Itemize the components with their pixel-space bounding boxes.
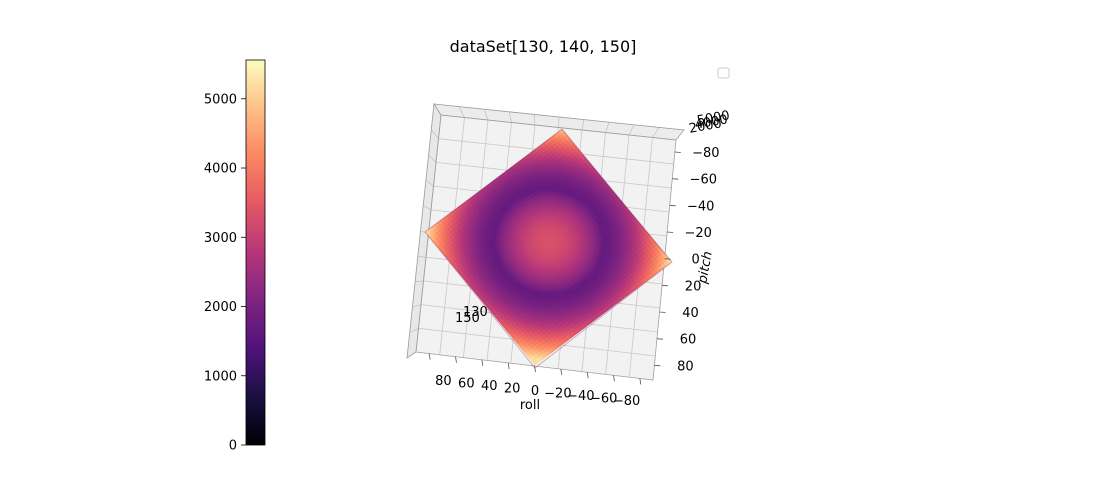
colorbar-tick-label: 4000 xyxy=(204,162,237,177)
colorbar-tick-label: 0 xyxy=(229,439,237,454)
grid-line-left xyxy=(431,129,439,139)
y-tick-label: −60 xyxy=(690,173,717,188)
grid-line-left xyxy=(417,256,427,258)
surface-point xyxy=(532,359,539,366)
grid-line-left xyxy=(412,304,422,308)
legend-box xyxy=(717,67,730,79)
x-tick-mark xyxy=(613,375,615,382)
y-tick-mark xyxy=(669,204,676,207)
z-tick-label: 5000 xyxy=(696,108,731,129)
y-tick-mark xyxy=(664,258,671,260)
grid-line-top xyxy=(652,127,660,138)
x-tick-label: 40 xyxy=(481,379,498,394)
grid-line-top xyxy=(558,116,560,128)
y-tick-label: 40 xyxy=(682,306,699,321)
y-tick-label: −80 xyxy=(692,146,719,161)
grid-line-left xyxy=(423,205,432,211)
x-tick-label: −60 xyxy=(590,391,617,406)
x-tick-mark xyxy=(534,365,536,373)
grid-line-left xyxy=(428,154,437,163)
grid-line-left xyxy=(409,328,419,333)
grid-line-top xyxy=(605,122,610,133)
y-tick-label: 60 xyxy=(680,333,697,348)
z-tick-label: 2000 xyxy=(688,116,723,137)
annotation-130: 130 xyxy=(463,305,488,320)
y-tick-label: 0 xyxy=(691,253,699,268)
grid-line-top xyxy=(508,111,512,123)
colorbar-tick-label: 3000 xyxy=(204,231,237,246)
y-tick-label: −20 xyxy=(684,226,711,241)
x-tick-label: −80 xyxy=(613,394,640,409)
chart-title: dataSet[130, 140, 150] xyxy=(450,37,637,56)
y-tick-mark xyxy=(674,151,681,153)
colorbar-tick-label: 5000 xyxy=(204,92,237,107)
colorbar-bar xyxy=(245,59,266,446)
grid-line-top xyxy=(581,119,585,131)
x-tick-mark xyxy=(428,353,431,360)
x-tick-label: −40 xyxy=(567,389,594,404)
x-tick-mark xyxy=(586,372,589,379)
y-tick-mark xyxy=(667,231,674,233)
y-tick-mark xyxy=(662,284,669,287)
surface-points xyxy=(425,129,672,366)
x-tick-mark xyxy=(455,356,457,363)
y-tick-mark xyxy=(656,338,663,340)
y-axis-ticks: −80 −60 −40 −20 0 20 40 60 80 xyxy=(654,146,720,374)
colorbar-tick-label: 1000 xyxy=(204,369,237,384)
colorbar-tick-label: 2000 xyxy=(204,300,237,315)
y-tick-mark xyxy=(659,311,666,313)
x-axis-ticks: 80 60 40 20 0 −20−40−60−80 xyxy=(428,353,642,409)
y-tick-mark xyxy=(672,178,679,180)
grid-line-top xyxy=(628,124,635,136)
colorbar-ticks: 0 1000 2000 3000 4000 5000 xyxy=(204,92,246,454)
x-tick-mark xyxy=(560,369,563,376)
x-tick-mark xyxy=(481,359,484,366)
grid-line-top xyxy=(483,109,489,121)
x-tick-label: −20 xyxy=(544,386,571,401)
y-tick-mark xyxy=(654,364,661,367)
x-tick-mark xyxy=(639,378,642,385)
x-tick-label: 80 xyxy=(435,374,452,389)
y-tick-label: −40 xyxy=(687,199,714,214)
surface xyxy=(424,128,673,369)
grid-line-top xyxy=(458,106,465,118)
colorbar: 0 1000 2000 3000 4000 5000 xyxy=(204,59,266,454)
x-tick-mark xyxy=(507,362,510,369)
x-axis-label: roll xyxy=(520,398,540,413)
y-tick-label: 20 xyxy=(685,279,702,294)
grid-line-left xyxy=(425,179,434,187)
grid-line-left xyxy=(415,280,424,283)
annotation-150: 150 xyxy=(455,311,480,326)
z-tick-label: 4000 xyxy=(694,112,729,133)
y-tick-label: 80 xyxy=(677,359,694,374)
x-tick-label: 20 xyxy=(504,382,521,397)
x-tick-label: 0 xyxy=(531,384,539,399)
y-axis-label: pitch xyxy=(695,250,716,285)
grid-line-top xyxy=(533,114,536,126)
x-tick-label: 60 xyxy=(458,377,475,392)
pane-border xyxy=(415,114,677,381)
